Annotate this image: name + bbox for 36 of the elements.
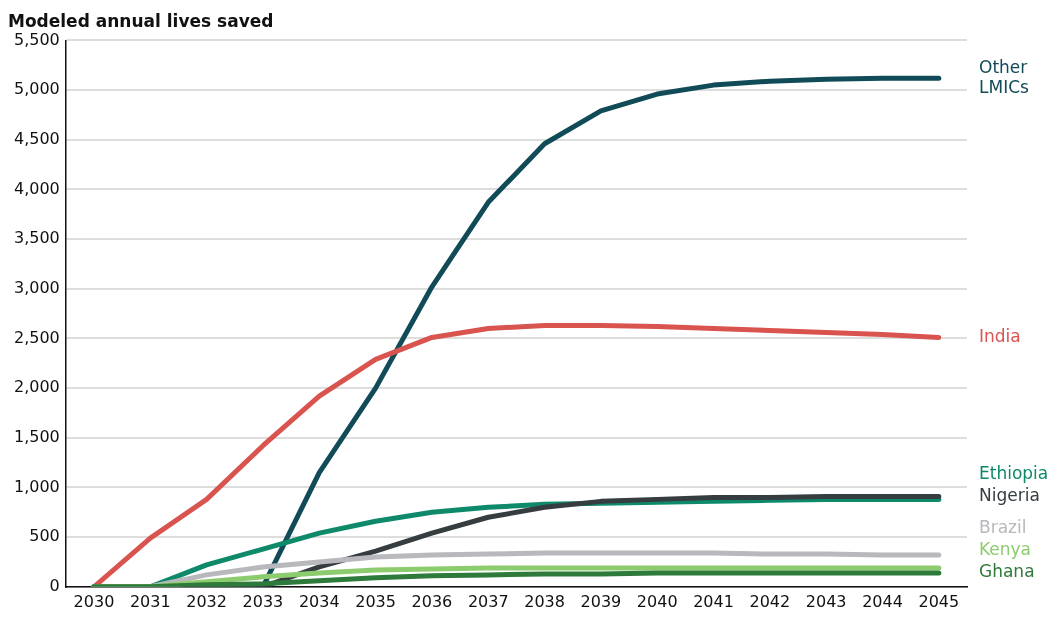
text: Ethiopia — [979, 462, 1049, 483]
x-tick-label: 2035 — [355, 591, 396, 611]
y-tick-label: 4,000 — [13, 178, 60, 198]
y-tick-label: 5,500 — [13, 29, 60, 49]
chart-title: Modeled annual lives saved — [8, 10, 274, 31]
x-tick-label: 2033 — [242, 591, 284, 611]
x-tick-label: 2034 — [298, 591, 340, 611]
y-tick-label: 4,500 — [13, 128, 60, 148]
x-tick-label: 2040 — [636, 591, 678, 611]
y-tick-label: 2,000 — [13, 377, 60, 397]
y-tick-label: 0 — [49, 575, 60, 595]
x-tick-label: 2039 — [580, 591, 622, 611]
x-tick-label: 2037 — [467, 591, 509, 611]
text: Ghana — [979, 561, 1035, 582]
x-tick-label: 2030 — [73, 591, 115, 611]
x-tick-label: 2038 — [524, 591, 565, 611]
x-tick-label: 2031 — [129, 591, 171, 611]
x-tick-label: 2043 — [805, 591, 847, 611]
y-tick-label: 3,500 — [13, 228, 60, 248]
text: Nigeria — [979, 484, 1040, 505]
x-tick-label: 2045 — [918, 591, 960, 611]
x-tick-label: 2032 — [186, 591, 227, 611]
x-tick-label: 2042 — [749, 591, 791, 611]
x-tick-label: 2044 — [862, 591, 903, 611]
text: India — [979, 325, 1021, 346]
y-tick-label: 1,000 — [13, 476, 60, 496]
y-tick-label: 2,500 — [13, 327, 60, 347]
x-tick-label: 2041 — [693, 591, 734, 611]
y-tick-label: 500 — [29, 526, 60, 546]
y-tick-label: 1,500 — [13, 426, 60, 446]
x-tick-label: 2036 — [411, 591, 453, 611]
text: Kenya — [979, 539, 1032, 560]
text: Brazil — [979, 517, 1027, 538]
text: Other LMICs — [979, 56, 1030, 97]
y-tick-label: 3,000 — [13, 277, 60, 297]
y-tick-label: 5,000 — [13, 79, 60, 99]
